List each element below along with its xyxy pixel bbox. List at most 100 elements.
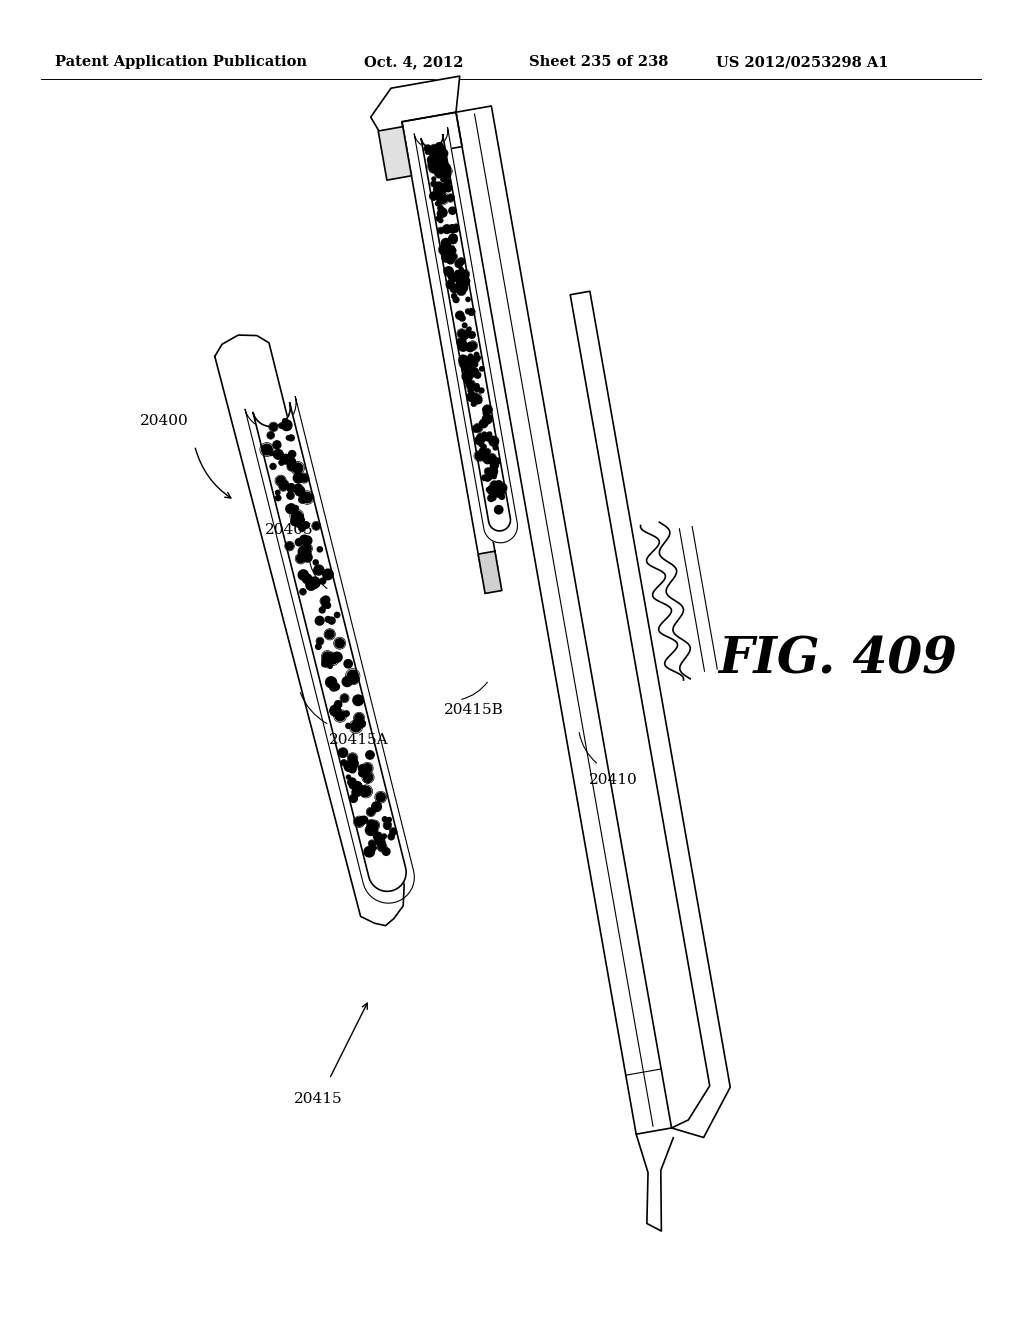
Circle shape: [302, 492, 312, 503]
Circle shape: [492, 471, 497, 477]
Circle shape: [447, 273, 452, 277]
Circle shape: [433, 191, 438, 195]
Circle shape: [275, 490, 280, 495]
Circle shape: [493, 490, 500, 496]
Circle shape: [432, 177, 435, 181]
Circle shape: [281, 454, 291, 465]
Circle shape: [438, 218, 442, 223]
Circle shape: [471, 393, 480, 403]
Circle shape: [446, 256, 455, 264]
Circle shape: [494, 483, 501, 491]
Circle shape: [489, 437, 496, 442]
Circle shape: [468, 354, 473, 359]
Circle shape: [476, 356, 480, 360]
Circle shape: [429, 164, 437, 173]
Circle shape: [469, 310, 473, 315]
Text: 20400: 20400: [140, 413, 189, 428]
Circle shape: [499, 483, 502, 487]
Text: US 2012/0253298 A1: US 2012/0253298 A1: [717, 55, 889, 69]
Circle shape: [335, 639, 344, 648]
Circle shape: [464, 371, 468, 375]
Circle shape: [489, 467, 498, 475]
Circle shape: [367, 824, 376, 833]
Circle shape: [326, 634, 330, 638]
Circle shape: [282, 420, 292, 430]
Circle shape: [438, 228, 443, 234]
Circle shape: [309, 578, 314, 583]
Circle shape: [315, 644, 322, 649]
Circle shape: [366, 751, 374, 759]
Circle shape: [384, 822, 391, 829]
Circle shape: [490, 495, 496, 500]
Circle shape: [288, 458, 296, 466]
Circle shape: [495, 491, 500, 496]
Circle shape: [344, 762, 354, 772]
Circle shape: [487, 486, 497, 495]
Circle shape: [449, 224, 457, 232]
Circle shape: [300, 589, 306, 595]
Circle shape: [433, 185, 443, 194]
Circle shape: [435, 164, 441, 169]
Circle shape: [295, 539, 303, 546]
Circle shape: [464, 368, 469, 374]
Circle shape: [496, 480, 503, 488]
Circle shape: [483, 411, 488, 416]
Circle shape: [330, 705, 341, 717]
Circle shape: [468, 368, 474, 375]
Circle shape: [437, 211, 443, 216]
Circle shape: [475, 425, 480, 430]
Circle shape: [361, 787, 371, 796]
Circle shape: [457, 279, 463, 285]
Circle shape: [442, 244, 450, 251]
Circle shape: [432, 150, 441, 160]
Circle shape: [303, 544, 311, 553]
Circle shape: [424, 145, 431, 152]
Circle shape: [344, 660, 352, 668]
Circle shape: [321, 598, 328, 605]
Circle shape: [352, 718, 362, 729]
Circle shape: [322, 597, 330, 603]
Circle shape: [366, 764, 371, 770]
Circle shape: [495, 488, 503, 496]
Circle shape: [462, 277, 470, 285]
Circle shape: [444, 172, 451, 178]
Circle shape: [303, 521, 309, 528]
Polygon shape: [402, 112, 499, 574]
Polygon shape: [378, 127, 412, 180]
Circle shape: [474, 424, 482, 432]
Circle shape: [373, 804, 379, 810]
Circle shape: [387, 817, 391, 822]
Circle shape: [483, 455, 487, 459]
Circle shape: [352, 781, 362, 792]
Circle shape: [358, 817, 366, 824]
Circle shape: [451, 284, 459, 293]
Circle shape: [475, 436, 484, 445]
Text: 20415B: 20415B: [444, 702, 504, 717]
Circle shape: [438, 209, 447, 216]
Circle shape: [293, 473, 303, 483]
Circle shape: [313, 560, 318, 565]
Circle shape: [438, 206, 442, 210]
Circle shape: [382, 847, 390, 855]
Circle shape: [347, 671, 358, 681]
Circle shape: [452, 248, 456, 253]
Circle shape: [323, 663, 327, 667]
Circle shape: [438, 187, 443, 193]
Circle shape: [474, 352, 479, 356]
Circle shape: [296, 521, 302, 528]
Circle shape: [458, 330, 466, 338]
Circle shape: [440, 247, 447, 255]
Circle shape: [358, 721, 366, 727]
Circle shape: [317, 546, 323, 552]
Circle shape: [297, 554, 305, 562]
Circle shape: [342, 677, 352, 686]
Circle shape: [280, 483, 287, 490]
Circle shape: [487, 432, 492, 436]
Circle shape: [333, 684, 339, 690]
Circle shape: [437, 199, 442, 205]
Circle shape: [341, 694, 348, 702]
Circle shape: [299, 525, 305, 531]
Circle shape: [458, 259, 464, 264]
Circle shape: [479, 388, 484, 393]
Circle shape: [479, 367, 484, 371]
